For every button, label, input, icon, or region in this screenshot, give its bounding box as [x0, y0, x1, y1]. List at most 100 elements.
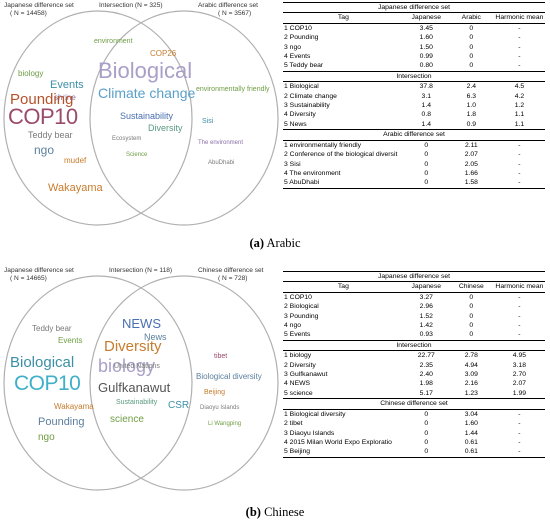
row-rank: 3 [284, 102, 288, 110]
column-header-row: Tag Japanese Chinese Harmonic mean [283, 281, 545, 293]
cloud-word: AbuDhabi [208, 160, 235, 166]
cloud-word: ngo [38, 432, 55, 443]
row-tag-cell: 4 2015 Milan World Expo Exploratio [283, 438, 404, 447]
lang2-value: 0 [469, 293, 474, 301]
lang2-value: 0.61 [448, 447, 494, 458]
table-row: 3 ngo 1.50 0 - [283, 43, 545, 52]
lang2-value: 0.9 [466, 120, 477, 128]
lang1-value: 0 [403, 447, 449, 458]
venn-circles [3, 275, 279, 491]
row-tag: News [289, 120, 307, 128]
row-tag-cell: 5 Teddy bear [283, 61, 404, 71]
panel-chinese: Japanese difference set ( N = 14665) Int… [0, 265, 550, 526]
lang1-value: 1.4 [421, 120, 431, 128]
row-rank: 3 [284, 312, 288, 320]
lang2-value: 1.66 [464, 169, 478, 177]
row-rank: 5 [284, 120, 288, 128]
lang1-value: 3.45 [419, 24, 433, 32]
table-row: 5 Beijing 0 0.61- [283, 447, 545, 458]
row-tag-cell: 3 Pounding [283, 312, 404, 321]
row-tag: Pounding [289, 312, 319, 320]
left-set-count: ( N = 14458) [10, 10, 47, 17]
cloud-word: Ecosystem [112, 136, 142, 142]
row-rank: 4 [284, 438, 288, 446]
column-header-hmean: Harmonic mean [493, 12, 545, 24]
row-tag-cell: 4 ngo [283, 321, 404, 330]
cloud-word: Biological [10, 354, 75, 371]
lang1-value: 0 [424, 151, 429, 159]
lang2-value: 2.05 [464, 160, 478, 168]
table-row: 4 Events 0.99 0 - [283, 52, 545, 61]
row-tag-cell: 5 Events [283, 330, 404, 340]
cloud-word: Wakayama [48, 182, 103, 194]
row-rank: 3 [284, 371, 288, 379]
row-tag-cell: 1 Biological [283, 82, 404, 92]
lang1-value: 0 [424, 429, 429, 437]
lang1-value: 3.27 [419, 293, 433, 301]
intersection-label: Intersection (N = 118) [109, 267, 173, 274]
row-tag: Biological [289, 83, 319, 91]
row-rank: 4 [284, 169, 288, 177]
cloud-word: mudef [64, 156, 87, 165]
intersection-label: Intersection (N = 325) [99, 2, 163, 9]
row-tag: science [289, 389, 313, 397]
lang2-value: 1.0 [466, 102, 477, 110]
row-tag: Biological [289, 303, 319, 311]
lang1-value: 1.60 [419, 34, 433, 42]
row-rank: 1 [284, 83, 288, 91]
row-tag: ngo [289, 43, 302, 51]
table-row: 2 Diversity 2.35 4.94 3.18 [283, 361, 545, 370]
lang1-value: 0 [403, 178, 449, 189]
row-rank: 2 [284, 420, 288, 428]
lang1-value: 0 [424, 160, 429, 168]
row-tag: Gulfkanawut [289, 371, 328, 379]
row-rank: 1 [284, 352, 288, 360]
lang1-value: 2.40 [419, 371, 433, 379]
venn-wordcloud-arabic: Japanese difference set ( N = 14458) Int… [2, 0, 280, 230]
row-tag: 2015 Milan World Expo Exploratio [289, 438, 392, 446]
harmonic-mean-value: 1.1 [514, 111, 525, 119]
cloud-word: environment [94, 38, 133, 45]
row-tag: Sustainability [289, 102, 330, 110]
row-tag-cell: 3 Diaoyu Islands [283, 429, 404, 438]
lang1-value: 0.8 [421, 111, 431, 119]
lang2-value: 4.94 [464, 361, 478, 369]
section-title: Arabic difference set [283, 129, 545, 141]
harmonic-mean-value: - [518, 24, 521, 32]
row-tag: Sisi [289, 160, 301, 168]
cloud-word: shrine [54, 93, 76, 102]
cloud-word: Events [50, 79, 84, 91]
row-rank: 1 [284, 141, 288, 149]
row-rank: 4 [284, 111, 288, 119]
cloud-word: environmentally friendly [196, 86, 270, 93]
venn-wordcloud-chinese: Japanese difference set ( N = 14665) Int… [2, 265, 280, 495]
row-tag-cell: 2 Diversity [283, 361, 404, 370]
lang2-value: 0 [469, 24, 474, 32]
cloud-word: United Nations [114, 363, 160, 370]
harmonic-mean-value: - [518, 34, 521, 42]
row-tag-cell: 5 News [283, 120, 404, 130]
row-rank: 4 [284, 53, 288, 61]
cloud-word: Li Wangping [208, 421, 242, 427]
lang2-value: 2.11 [464, 141, 478, 149]
lang2-value: 2.16 [464, 380, 478, 388]
column-header-lang1: Japanese [403, 12, 449, 24]
harmonic-mean-value: - [518, 410, 521, 418]
cloud-word: Diversity [104, 338, 162, 355]
section-title: Chinese difference set [283, 398, 545, 410]
row-tag: Diversity [289, 111, 316, 119]
table-row: 1 Biological diversity 0 3.04 - [283, 409, 545, 419]
harmonic-mean-value: 4.5 [514, 83, 525, 91]
row-rank: 2 [284, 34, 288, 42]
table-row: 1 COP10 3.27 0 - [283, 292, 545, 302]
row-tag-cell: 1 biology [283, 351, 404, 361]
lang1-value: 1.98 [419, 380, 433, 388]
row-tag: environmentally friendly [289, 141, 362, 149]
row-rank: 3 [284, 160, 288, 168]
table-row: 3 Gulfkanawut 2.40 3.09 2.70 [283, 370, 545, 379]
cloud-word: COP26 [150, 49, 177, 58]
row-tag: biology [289, 352, 312, 360]
row-tag: Pounding [289, 34, 319, 42]
cloud-word: ngo [34, 143, 55, 157]
harmonic-mean-value: - [518, 438, 521, 446]
